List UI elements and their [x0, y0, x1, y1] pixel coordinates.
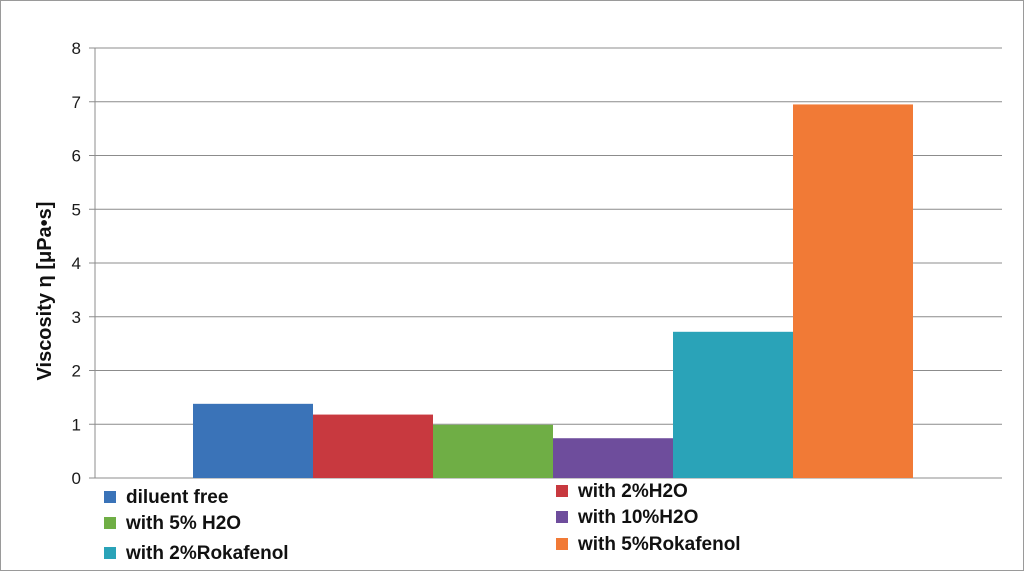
legend-label-3: with 5% H2O: [125, 513, 241, 534]
y-tick-label-3: 3: [72, 308, 81, 327]
y-tick-label-4: 4: [72, 254, 81, 273]
legend-label-6: with 5%Rokafenol: [577, 534, 741, 555]
grid-lines: [95, 47, 1002, 425]
bars: [193, 104, 913, 478]
y-axis-label: Viscosity η [μPa•s]: [34, 202, 56, 381]
y-tick-label-7: 7: [72, 93, 81, 112]
y-tick-label-6: 6: [72, 147, 81, 166]
y-tick-label-5: 5: [72, 200, 81, 219]
legend-swatch-1: [104, 491, 116, 503]
y-tick-label-8: 8: [72, 39, 81, 58]
legend-swatch-5: [104, 547, 116, 559]
legend-swatch-6: [556, 538, 568, 550]
legend-swatch-4: [556, 511, 568, 523]
bar-2: [313, 414, 433, 478]
legend-label-1: diluent free: [126, 487, 228, 508]
y-tick-label-1: 1: [72, 415, 81, 434]
legend-label-5: with 2%Rokafenol: [125, 543, 289, 564]
bar-1: [193, 403, 313, 478]
bar-6: [793, 104, 913, 478]
legend: diluent free with 2%H2O with 5% H2O with 10…: [104, 481, 741, 564]
bar-3: [433, 424, 553, 478]
y-tick-label-2: 2: [72, 362, 81, 381]
legend-label-4: with 10%H2O: [577, 507, 698, 528]
legend-swatch-2: [556, 485, 568, 497]
y-tick-labels: 0 1 2 3 4 5 6 7 8: [72, 39, 81, 488]
legend-label-2: with 2%H2O: [577, 481, 688, 502]
bar-5: [673, 331, 793, 478]
legend-swatch-3: [104, 517, 116, 529]
bar-4: [553, 438, 673, 478]
y-tick-label-0: 0: [72, 469, 81, 488]
